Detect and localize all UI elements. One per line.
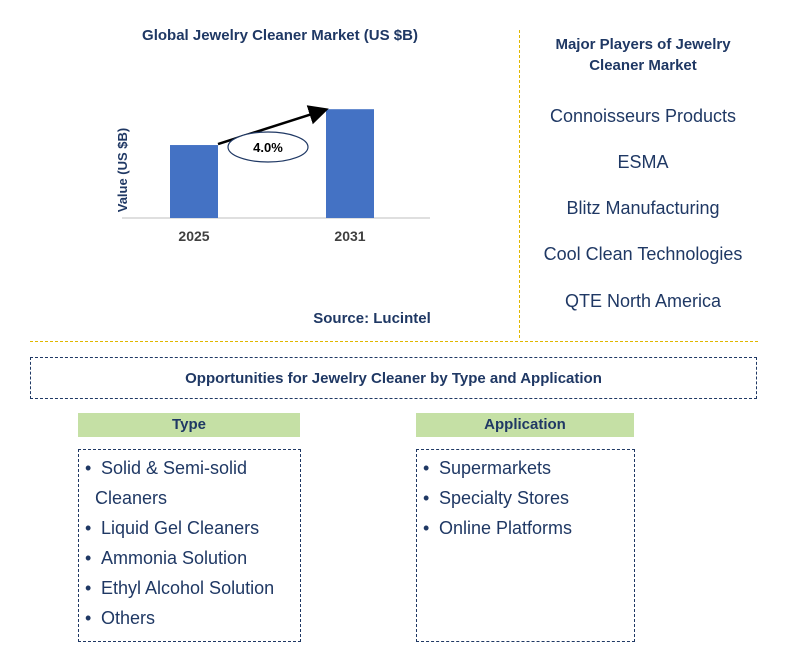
player-item: QTE North America — [564, 291, 722, 311]
horizontal-divider — [30, 341, 758, 342]
application-item: • Specialty Stores — [423, 488, 570, 508]
cagr-label: 4.0% — [253, 140, 283, 155]
type-item: • Others — [85, 608, 156, 628]
bar-2031 — [326, 109, 374, 218]
type-list-box: • Solid & Semi-solid Cleaners • Liquid Gel… — [78, 449, 301, 642]
type-item: • Ethyl Alcohol Solution — [85, 578, 275, 598]
type-item: • Solid & Semi-solid Cleaners — [85, 458, 248, 508]
bar-2025 — [170, 145, 218, 218]
type-header: Type — [78, 413, 300, 437]
bar-chart: Value (US $B) 2025 2031 4.0% — [115, 105, 430, 244]
cagr-ellipse — [227, 131, 309, 163]
chart-title: Global Jewelry Cleaner Market (US $B) — [142, 27, 418, 44]
x-tick-label: 2025 — [178, 228, 209, 244]
player-item: Cool Clean Technologies — [543, 244, 743, 264]
application-header: Application — [416, 413, 634, 437]
y-axis-label: Value (US $B) — [115, 128, 130, 213]
opportunities-title-box: Opportunities for Jewelry Cleaner by Typ… — [30, 357, 757, 399]
player-item: Connoisseurs Products — [549, 106, 737, 126]
opportunities-title: Opportunities for Jewelry Cleaner by Typ… — [185, 369, 602, 387]
application-item: • Online Platforms — [423, 518, 573, 538]
player-item: Blitz Manufacturing — [566, 198, 720, 218]
chart-source: Source: Lucintel — [313, 310, 431, 327]
application-list-box: • Supermarkets • Specialty Stores • Online … — [416, 449, 635, 642]
application-item: • Supermarkets — [423, 458, 552, 478]
type-item: • Liquid Gel Cleaners — [85, 518, 260, 538]
type-item: • Ammonia Solution — [85, 548, 248, 568]
vertical-divider — [519, 30, 520, 338]
player-item: ESMA — [617, 152, 669, 172]
x-tick-label: 2031 — [334, 228, 365, 244]
players-title: Major Players of Jewelry Cleaner Market — [555, 36, 731, 74]
